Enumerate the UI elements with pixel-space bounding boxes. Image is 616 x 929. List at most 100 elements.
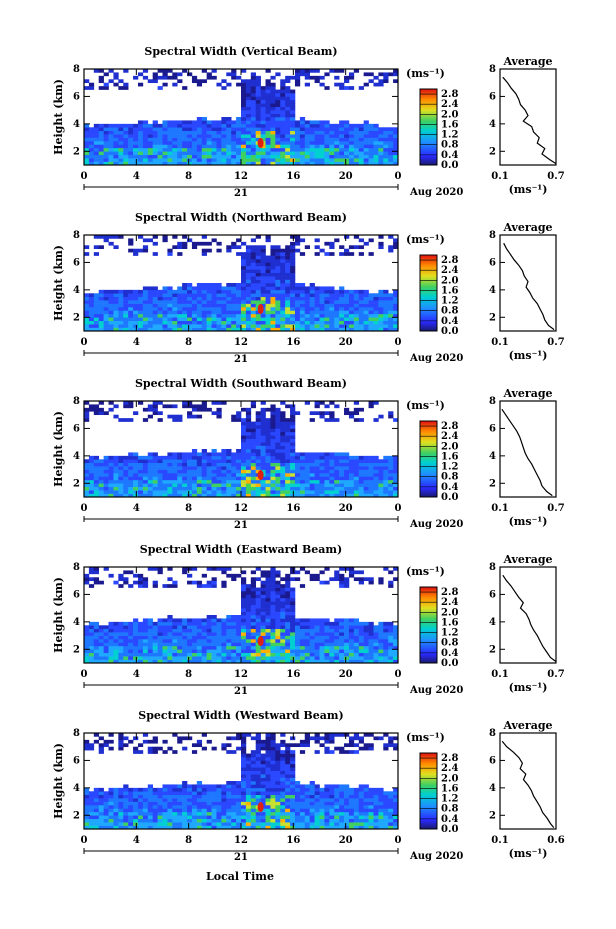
colorbar-tick-label: 2.0 bbox=[441, 275, 458, 286]
x-tick-label: 20 bbox=[339, 171, 353, 182]
colorbar bbox=[419, 88, 438, 166]
panel-1: Spectral Width (Northward Beam) 2 4 6 8 Heigh… bbox=[52, 211, 565, 365]
x-tick-label: 8 bbox=[185, 337, 192, 348]
y-tick-label: 4 bbox=[73, 451, 80, 462]
colorbar-tick-label: 0.0 bbox=[441, 658, 458, 669]
average-x-label: (ms⁻¹) bbox=[509, 183, 548, 196]
y-axis-label: Height (km) bbox=[52, 245, 65, 321]
x-tick-label: 16 bbox=[286, 669, 300, 680]
y-tick-label: 2 bbox=[73, 644, 80, 655]
colorbar-tick-label: 1.6 bbox=[441, 285, 458, 296]
x-tick-label: 8 bbox=[185, 171, 192, 182]
average-x-label: (ms⁻¹) bbox=[509, 349, 548, 362]
y-tick-label: 6 bbox=[73, 755, 80, 766]
colorbar-tick-label: 0.0 bbox=[441, 824, 458, 835]
heatmap-field bbox=[84, 69, 399, 166]
colorbar-tick-label: 2.4 bbox=[441, 431, 458, 442]
average-y-tick-label: 4 bbox=[489, 451, 496, 462]
x-tick-label: 8 bbox=[185, 503, 192, 514]
colorbar bbox=[419, 254, 438, 332]
x-tick-label: 20 bbox=[339, 337, 353, 348]
panel-title: Spectral Width (Vertical Beam) bbox=[144, 45, 337, 58]
average-title: Average bbox=[502, 553, 552, 566]
colorbar-tick-label: 2.0 bbox=[441, 441, 458, 452]
colorbar-tick-label: 1.2 bbox=[441, 628, 458, 639]
x-tick-label: 8 bbox=[185, 835, 192, 846]
y-tick-label: 4 bbox=[73, 119, 80, 130]
y-tick-label: 2 bbox=[73, 312, 80, 323]
y-tick-label: 6 bbox=[73, 91, 80, 102]
x-tick-label: 0 bbox=[81, 171, 88, 182]
colorbar bbox=[419, 752, 438, 830]
average-x-tick-label: 0.1 bbox=[491, 503, 508, 514]
y-tick-label: 8 bbox=[73, 728, 80, 739]
x-tick-label: 12 bbox=[234, 171, 248, 182]
colorbar-tick-label: 0.8 bbox=[441, 140, 458, 151]
average-x-tick-label: 0.7 bbox=[547, 171, 564, 182]
x-tick-label: 4 bbox=[133, 835, 140, 846]
y-tick-label: 6 bbox=[73, 589, 80, 600]
x-tick-label: 12 bbox=[234, 669, 248, 680]
colorbar bbox=[419, 586, 438, 664]
colorbar-tick-label: 0.8 bbox=[441, 638, 458, 649]
colorbar-tick-label: 0.8 bbox=[441, 472, 458, 483]
x-tick-label: 12 bbox=[234, 337, 248, 348]
x-tick-label: 20 bbox=[339, 835, 353, 846]
hot-core bbox=[257, 304, 264, 315]
x-tick-label: 20 bbox=[339, 669, 353, 680]
colorbar-tick-label: 2.8 bbox=[441, 421, 458, 432]
average-x-label: (ms⁻¹) bbox=[509, 847, 548, 860]
x-tick-label: 0 bbox=[81, 835, 88, 846]
y-tick-label: 4 bbox=[73, 783, 80, 794]
average-y-tick-label: 8 bbox=[489, 64, 496, 75]
day-label: 21 bbox=[234, 686, 248, 697]
colorbar-tick-label: 0.4 bbox=[441, 648, 458, 659]
x-tick-label: 12 bbox=[234, 835, 248, 846]
date-label: Aug 2020 bbox=[409, 851, 463, 862]
panel-title: Spectral Width (Southward Beam) bbox=[135, 377, 347, 390]
x-tick-label: 4 bbox=[133, 337, 140, 348]
hot-core bbox=[257, 636, 264, 647]
y-tick-label: 8 bbox=[73, 64, 80, 75]
y-tick-label: 8 bbox=[73, 562, 80, 573]
day-label: 21 bbox=[234, 520, 248, 531]
colorbar-tick-label: 1.2 bbox=[441, 296, 458, 307]
average-y-tick-label: 4 bbox=[489, 783, 496, 794]
colorbar-tick-label: 2.8 bbox=[441, 753, 458, 764]
average-y-tick-label: 6 bbox=[489, 755, 496, 766]
average-frame bbox=[499, 732, 557, 830]
average-y-tick-label: 2 bbox=[489, 810, 496, 821]
colorbar-tick-label: 0.4 bbox=[441, 316, 458, 327]
x-tick-label: 16 bbox=[286, 835, 300, 846]
colorbar-tick-label: 0.4 bbox=[441, 814, 458, 825]
colorbar-tick-label: 0.0 bbox=[441, 160, 458, 171]
average-x-tick-label: 0.7 bbox=[547, 503, 564, 514]
panel-title: Spectral Width (Eastward Beam) bbox=[140, 543, 342, 556]
average-title: Average bbox=[502, 387, 552, 400]
colorbar-tick-label: 2.4 bbox=[441, 763, 458, 774]
colorbar-tick-label: 1.2 bbox=[441, 794, 458, 805]
average-y-tick-label: 4 bbox=[489, 119, 496, 130]
y-tick-label: 4 bbox=[73, 285, 80, 296]
heatmap-field bbox=[84, 401, 399, 498]
y-axis-label: Height (km) bbox=[52, 79, 65, 155]
average-y-tick-label: 4 bbox=[489, 617, 496, 628]
y-axis-label: Height (km) bbox=[52, 743, 65, 819]
x-tick-label: 16 bbox=[286, 503, 300, 514]
average-title: Average bbox=[502, 719, 552, 732]
colorbar bbox=[419, 420, 438, 498]
average-x-tick-label: 0.6 bbox=[547, 835, 564, 846]
day-label: 21 bbox=[234, 852, 248, 863]
colorbar-tick-label: 1.6 bbox=[441, 119, 458, 130]
colorbar-unit: (ms⁻¹) bbox=[406, 565, 445, 578]
colorbar-tick-label: 0.0 bbox=[441, 326, 458, 337]
colorbar-unit: (ms⁻¹) bbox=[406, 67, 445, 80]
average-x-label: (ms⁻¹) bbox=[509, 515, 548, 528]
average-y-tick-label: 6 bbox=[489, 91, 496, 102]
average-profile-line bbox=[501, 740, 555, 828]
colorbar-unit: (ms⁻¹) bbox=[406, 731, 445, 744]
average-y-tick-label: 2 bbox=[489, 644, 496, 655]
average-x-tick-label: 0.7 bbox=[547, 669, 564, 680]
average-y-tick-label: 6 bbox=[489, 423, 496, 434]
colorbar-tick-label: 2.0 bbox=[441, 109, 458, 120]
